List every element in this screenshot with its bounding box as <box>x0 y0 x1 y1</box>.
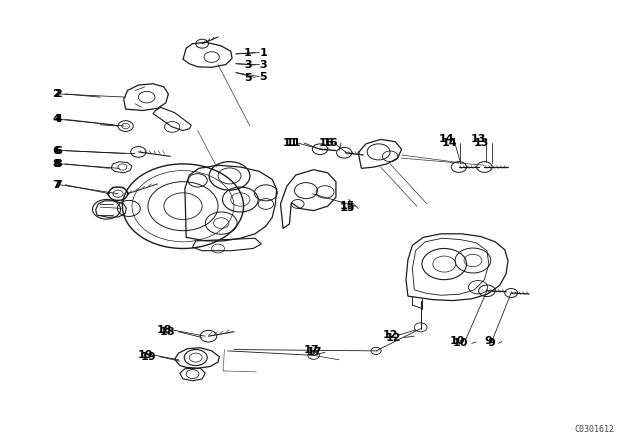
Text: C0301612: C0301612 <box>574 425 614 434</box>
Text: 17: 17 <box>303 345 319 354</box>
Text: 2: 2 <box>52 89 60 99</box>
Text: 12: 12 <box>385 332 401 343</box>
Text: 16: 16 <box>318 138 334 148</box>
Text: 13: 13 <box>474 138 489 148</box>
Text: 5: 5 <box>259 72 267 82</box>
Text: 19: 19 <box>141 352 156 362</box>
Text: 3: 3 <box>259 60 267 69</box>
Text: 6: 6 <box>52 146 60 155</box>
Text: 13: 13 <box>470 134 486 144</box>
Text: 7: 7 <box>52 180 60 190</box>
Text: 6: 6 <box>54 146 62 155</box>
Text: 10: 10 <box>450 336 465 346</box>
Text: 14: 14 <box>442 138 457 148</box>
Text: 1: 1 <box>259 47 268 58</box>
Text: 15: 15 <box>340 201 355 211</box>
Text: 9: 9 <box>484 336 492 346</box>
Text: 18: 18 <box>160 327 175 337</box>
Text: 9: 9 <box>488 338 495 348</box>
Text: 15: 15 <box>340 203 355 213</box>
Text: 4: 4 <box>54 114 62 125</box>
Text: 14: 14 <box>438 134 454 144</box>
Text: 1: 1 <box>244 47 252 58</box>
Text: 10: 10 <box>453 338 468 348</box>
Text: 3: 3 <box>244 60 252 70</box>
Text: 19: 19 <box>138 350 153 360</box>
Text: 12: 12 <box>382 330 397 340</box>
Text: 2: 2 <box>54 89 62 99</box>
Text: 18: 18 <box>157 325 172 335</box>
Text: 5: 5 <box>244 73 252 82</box>
Text: 7: 7 <box>54 180 62 190</box>
Text: 8: 8 <box>54 159 62 169</box>
Text: 8: 8 <box>52 159 60 169</box>
Text: 16: 16 <box>322 138 338 148</box>
Text: 4: 4 <box>52 114 60 125</box>
Text: 11: 11 <box>282 138 298 148</box>
Text: 17: 17 <box>307 347 322 357</box>
Text: 11: 11 <box>285 138 301 148</box>
